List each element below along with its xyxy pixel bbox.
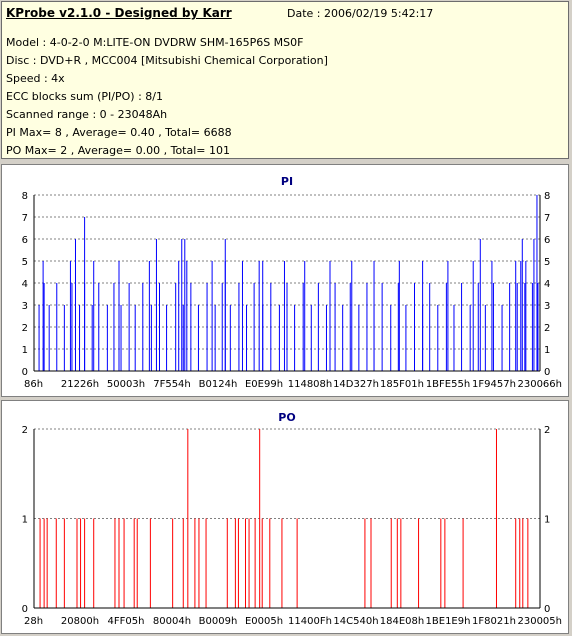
pi-x-tick: 14D327h: [333, 379, 379, 390]
range-line: Scanned range : 0 - 23048Ah: [6, 108, 168, 121]
pi-y-tick-left: 3: [22, 301, 28, 312]
po-y-tick-left: 1: [22, 515, 28, 526]
po-x-tick: 1F8021h: [472, 616, 516, 627]
pi-x-tick: 7F554h: [153, 379, 191, 390]
pi-y-tick-right: 6: [544, 235, 550, 246]
pi-chart: PI 0 0 1 1 2 2 3 3 4 4 5 5 6 6 7 7 8 8 86h 21226h 50003h 7F554…: [22, 175, 562, 390]
pi-stats-line: PI Max= 8 , Average= 0.40 , Total= 6688: [6, 126, 232, 139]
pi-title: PI: [281, 175, 293, 188]
po-x-tick: 1BE1E9h: [426, 616, 471, 627]
po-x-tick: 20800h: [61, 616, 99, 627]
pi-x-tick: 185F01h: [380, 379, 424, 390]
ecc-line: ECC blocks sum (PI/PO) : 8/1: [6, 90, 163, 103]
po-x-tick: B0009h: [199, 616, 238, 627]
pi-y-tick-left: 1: [22, 345, 28, 356]
disc-line: Disc : DVD+R , MCC004 [Mitsubishi Chemic…: [6, 54, 328, 67]
scan-date: Date : 2006/02/19 5:42:17: [287, 7, 434, 20]
model-line: Model : 4-0-2-0 M:LITE-ON DVDRW SHM-165P…: [6, 36, 304, 49]
pi-y-tick-right: 5: [544, 257, 550, 268]
pi-x-tick: B0124h: [199, 379, 238, 390]
pi-y-tick-left: 5: [22, 257, 28, 268]
po-y-tick-right: 0: [544, 604, 550, 615]
speed-line: Speed : 4x: [6, 72, 65, 85]
pi-y-tick-left: 0: [22, 367, 28, 378]
po-chart: PO 0 0 1 1 2 2 28h 20800h 4FF05h 80004h B0009h E0005…: [22, 411, 562, 627]
po-x-tick: 230005h: [517, 616, 562, 627]
pi-x-tick: E0E99h: [245, 379, 283, 390]
pi-y-tick-right: 7: [544, 213, 550, 224]
pi-y-tick-right: 3: [544, 301, 550, 312]
pi-y-tick-left: 4: [22, 279, 28, 290]
po-y-tick-left: 2: [22, 425, 28, 436]
po-y-tick-left: 0: [22, 604, 28, 615]
po-x-tick: 14C540h: [333, 616, 378, 627]
pi-y-tick-left: 7: [22, 213, 28, 224]
pi-x-tick: 230066h: [517, 379, 562, 390]
pi-x-tick: 114808h: [288, 379, 333, 390]
pi-y-tick-right: 0: [544, 367, 550, 378]
pi-x-tick: 1BFE55h: [426, 379, 470, 390]
pi-y-tick-right: 1: [544, 345, 550, 356]
po-chart-panel: PO 0 0 1 1 2 2 28h 20800h 4FF05h 80004h B0009h E0005…: [1, 400, 569, 634]
pi-x-tick: 1F9457h: [472, 379, 516, 390]
po-x-tick: 11400Fh: [288, 616, 332, 627]
po-x-tick: 80004h: [153, 616, 191, 627]
pi-y-tick-left: 6: [22, 235, 28, 246]
pi-y-tick-left: 2: [22, 323, 28, 334]
pi-x-tick: 86h: [24, 379, 43, 390]
info-panel: KProbe v2.1.0 - Designed by Karr Date : …: [1, 1, 569, 159]
pi-y-tick-right: 8: [544, 191, 550, 202]
pi-y-tick-left: 8: [22, 191, 28, 202]
pi-y-tick-right: 2: [544, 323, 550, 334]
po-x-tick: 184E08h: [380, 616, 424, 627]
po-x-tick: 28h: [24, 616, 43, 627]
po-x-tick: 4FF05h: [108, 616, 145, 627]
po-x-tick: E0005h: [245, 616, 283, 627]
pi-x-tick: 50003h: [107, 379, 145, 390]
pi-y-tick-right: 4: [544, 279, 550, 290]
pi-x-tick: 21226h: [61, 379, 99, 390]
po-title: PO: [278, 411, 295, 424]
po-y-tick-right: 1: [544, 515, 550, 526]
pi-chart-panel: PI 0 0 1 1 2 2 3 3 4 4 5 5 6 6 7 7 8 8 86h 21226h 50003h 7F554…: [1, 164, 569, 397]
po-stats-line: PO Max= 2 , Average= 0.00 , Total= 101: [6, 144, 230, 157]
app-title: KProbe v2.1.0 - Designed by Karr: [6, 6, 232, 20]
po-y-tick-right: 2: [544, 425, 550, 436]
